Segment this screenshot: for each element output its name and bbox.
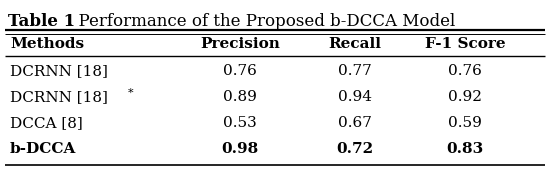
- Text: 0.67: 0.67: [338, 116, 372, 130]
- Text: 0.89: 0.89: [223, 90, 257, 104]
- Text: 0.98: 0.98: [221, 142, 258, 156]
- Text: 0.92: 0.92: [448, 90, 482, 104]
- Text: 0.76: 0.76: [223, 64, 257, 78]
- Text: . Performance of the Proposed b-DCCA Model: . Performance of the Proposed b-DCCA Mod…: [68, 13, 455, 30]
- Text: 0.94: 0.94: [338, 90, 372, 104]
- Text: F-1 Score: F-1 Score: [425, 37, 505, 51]
- Text: DCRNN [18]: DCRNN [18]: [10, 90, 108, 104]
- Text: 0.53: 0.53: [223, 116, 257, 130]
- Text: 0.59: 0.59: [448, 116, 482, 130]
- Text: Methods: Methods: [10, 37, 84, 51]
- Text: 0.77: 0.77: [338, 64, 372, 78]
- Text: 0.83: 0.83: [447, 142, 483, 156]
- Text: DCRNN [18]: DCRNN [18]: [10, 64, 108, 78]
- Text: 0.76: 0.76: [448, 64, 482, 78]
- Text: b-DCCA: b-DCCA: [10, 142, 76, 156]
- Text: Precision: Precision: [200, 37, 280, 51]
- Text: *: *: [128, 88, 134, 98]
- Text: 0.72: 0.72: [337, 142, 373, 156]
- Text: Recall: Recall: [328, 37, 382, 51]
- Text: Table 1: Table 1: [8, 13, 75, 30]
- Text: DCCA [8]: DCCA [8]: [10, 116, 82, 130]
